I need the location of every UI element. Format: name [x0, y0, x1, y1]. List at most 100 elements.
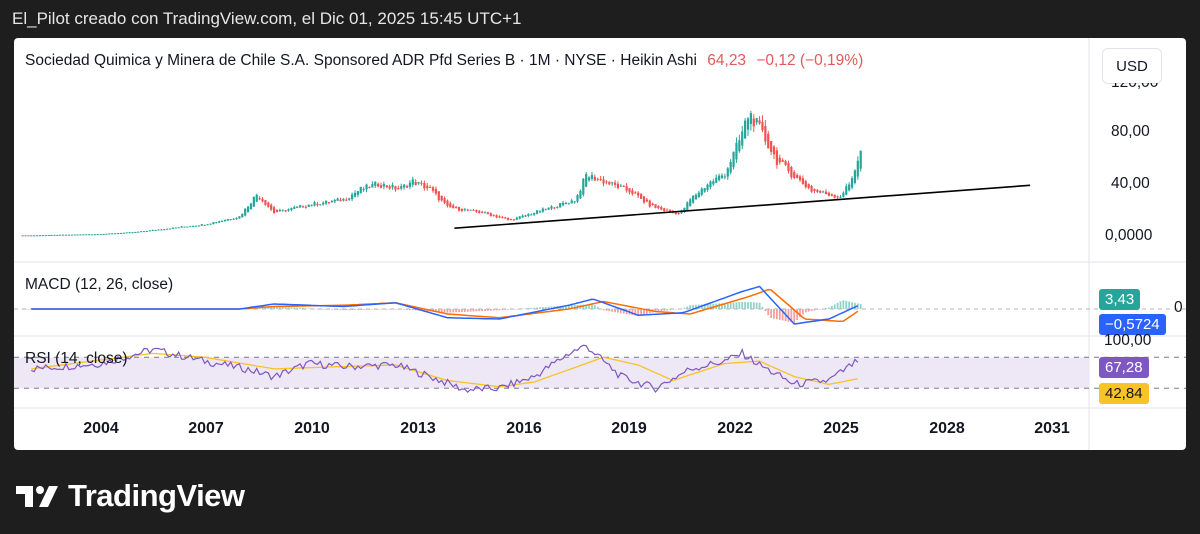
- candle-body: [735, 142, 738, 160]
- candle-body: [804, 181, 807, 188]
- macd-histogram-bar: [758, 302, 761, 309]
- candle-body: [403, 184, 406, 188]
- candle-body: [535, 210, 539, 214]
- macd-histogram-bar: [669, 309, 671, 310]
- macd-histogram-bar: [435, 309, 437, 312]
- candle-body: [628, 188, 631, 193]
- candle-body: [509, 218, 513, 220]
- macd-histogram-bar: [539, 307, 541, 309]
- macd-histogram-bar: [637, 309, 640, 317]
- macd-histogram-bar: [547, 306, 550, 309]
- candle-body: [275, 210, 279, 213]
- candle-body: [752, 118, 755, 127]
- candle-body: [166, 228, 169, 230]
- candle-body: [579, 190, 582, 199]
- macd-histogram-bar: [593, 305, 596, 309]
- candle-body: [746, 118, 750, 130]
- candle-body: [723, 176, 726, 178]
- candle-body: [616, 183, 620, 189]
- candle-body: [853, 170, 857, 183]
- candle-body: [105, 233, 108, 235]
- candle-body: [351, 194, 354, 200]
- candle-body: [801, 178, 805, 184]
- candle-body: [469, 209, 472, 211]
- candle-body: [807, 184, 810, 188]
- candle-body: [775, 150, 779, 165]
- macd-histogram-bar: [854, 302, 856, 309]
- tradingview-logo[interactable]: TradingView: [16, 478, 245, 514]
- candle-body: [85, 234, 88, 236]
- candle-body: [385, 185, 388, 188]
- rsi-legend[interactable]: RSI (14, close): [25, 350, 128, 367]
- macd-value-badge: 3,43: [1099, 289, 1141, 310]
- macd-histogram-bar: [264, 307, 267, 309]
- currency-button[interactable]: USD: [1102, 48, 1162, 84]
- candle-body: [521, 215, 524, 218]
- candle-body: [608, 181, 611, 185]
- candle-body: [709, 181, 712, 188]
- macd-histogram-bar: [657, 309, 660, 312]
- macd-histogram-bar: [293, 307, 296, 309]
- macd-histogram-bar: [371, 309, 374, 310]
- candle-body: [489, 213, 492, 217]
- macd-histogram-bar: [622, 309, 625, 314]
- macd-histogram-bar: [825, 308, 827, 309]
- candle-body: [613, 182, 617, 185]
- chart-canvas[interactable]: [14, 38, 1186, 450]
- rsi-axis-label: 100,00: [1104, 332, 1152, 349]
- candle-body: [478, 210, 481, 213]
- macd-histogram-bar: [833, 304, 836, 309]
- macd-histogram-bar: [507, 309, 510, 310]
- macd-histogram-bar: [449, 309, 452, 313]
- candle-body: [518, 216, 521, 219]
- candle-body: [778, 157, 781, 163]
- candle-body: [573, 201, 576, 203]
- macd-histogram-bar: [666, 309, 668, 311]
- macd-histogram-bar: [458, 309, 460, 313]
- candle-body: [755, 118, 758, 123]
- candle-body: [313, 202, 316, 206]
- candle-body: [307, 204, 310, 207]
- candle-body: [408, 182, 412, 187]
- macd-histogram-bar: [781, 309, 784, 321]
- candle-body: [501, 216, 504, 218]
- chart-panel[interactable]: Sociedad Quimica y Minera de Chile S.A. …: [14, 38, 1186, 450]
- brand-name: TradingView: [68, 478, 245, 513]
- candle-body: [533, 212, 536, 215]
- macd-histogram-bar: [726, 302, 729, 309]
- macd-histogram-bar: [524, 308, 527, 309]
- macd-histogram-bar: [570, 305, 573, 309]
- candle-body: [420, 182, 423, 184]
- macd-histogram-bar: [455, 309, 458, 313]
- candle-body: [209, 223, 212, 225]
- macd-histogram-bar: [830, 305, 833, 309]
- candle-body: [96, 234, 99, 236]
- candle-body: [290, 207, 293, 210]
- candle-body: [281, 209, 284, 211]
- candle-body: [663, 208, 666, 212]
- candle-body: [744, 120, 747, 139]
- candle-body: [631, 190, 634, 195]
- candle-body: [764, 126, 767, 142]
- macd-histogram-bar: [562, 305, 564, 309]
- candle-body: [593, 176, 596, 181]
- macd-histogram-bar: [446, 309, 449, 313]
- candle-body: [59, 234, 62, 236]
- candle-body: [856, 160, 859, 177]
- macd-histogram-bar: [27, 309, 30, 310]
- time-axis-label: 2025: [823, 420, 859, 437]
- candle-body: [131, 232, 134, 234]
- macd-histogram-bar: [611, 309, 614, 312]
- candle-body: [304, 206, 307, 208]
- candle-body: [391, 185, 394, 188]
- symbol-legend[interactable]: Sociedad Quimica y Minera de Chile S.A. …: [25, 52, 863, 70]
- candle-body: [457, 207, 461, 211]
- candle-body: [460, 208, 464, 211]
- macd-histogram-bar: [764, 309, 767, 312]
- candle-body: [677, 212, 680, 214]
- candle-body: [345, 199, 348, 201]
- candle-body: [397, 187, 400, 190]
- candle-body: [822, 191, 825, 193]
- macd-legend[interactable]: MACD (12, 26, close): [25, 276, 174, 293]
- candle-body: [437, 191, 440, 201]
